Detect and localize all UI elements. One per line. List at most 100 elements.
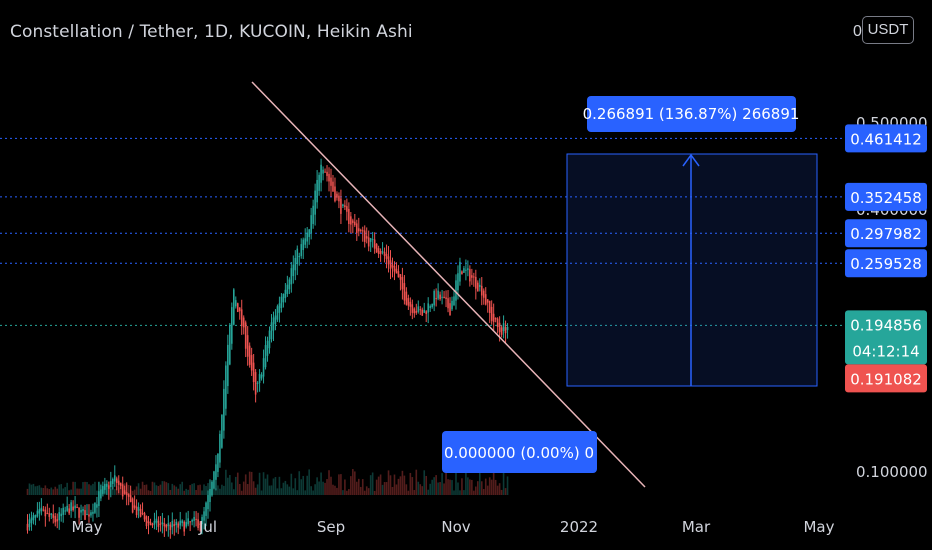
- candle-body: [294, 257, 297, 271]
- trendline[interactable]: [251, 81, 646, 488]
- candle-body: [425, 311, 428, 315]
- volume-bar: [338, 474, 340, 495]
- volume-bar: [223, 485, 225, 495]
- candle-body: [304, 238, 307, 245]
- volume-bar: [367, 488, 370, 495]
- volume-bar: [219, 488, 221, 495]
- candle-body: [54, 516, 57, 523]
- candle-body: [236, 303, 239, 313]
- candle-body: [433, 290, 435, 306]
- volume-bar: [135, 486, 138, 495]
- volume-bar: [447, 479, 449, 495]
- volume-bar: [445, 472, 447, 495]
- candle-body: [393, 265, 396, 272]
- volume-bar: [272, 478, 275, 495]
- candle-body: [199, 523, 201, 525]
- candle-body: [465, 269, 467, 271]
- candle-body: [121, 484, 124, 497]
- volume-bar: [433, 477, 435, 495]
- candle-body: [108, 485, 110, 489]
- candle-body: [357, 228, 360, 232]
- price-axis[interactable]: 0.500000 0.400000 0.100000: [856, 114, 928, 481]
- volume-bar: [244, 474, 247, 495]
- volume-bar: [316, 477, 318, 495]
- price-tag-level: 0.461412: [845, 124, 927, 153]
- candle-body: [318, 174, 320, 191]
- volume-bar: [153, 482, 156, 495]
- volume-bar: [36, 485, 39, 495]
- candle-body: [197, 519, 199, 528]
- measure-bottom-label-text: 0.000000 (0.00%) 0: [444, 444, 594, 462]
- candle-body: [459, 261, 461, 282]
- price-tag-value: 0.461412: [850, 130, 922, 148]
- volume-bar: [373, 490, 376, 495]
- candle-body: [280, 296, 283, 309]
- volume-bar: [415, 469, 418, 495]
- candle-body: [322, 169, 324, 174]
- candle-body: [115, 478, 118, 483]
- measure-arrow-head: [682, 153, 700, 167]
- volume-bar: [34, 486, 37, 495]
- volume-bar: [225, 469, 227, 495]
- candle-body: [475, 276, 477, 289]
- volume-bar: [141, 481, 144, 495]
- volume-bar: [181, 481, 184, 495]
- volume-bar: [137, 483, 140, 495]
- volume-bar: [254, 487, 257, 495]
- volume-bar: [346, 490, 348, 495]
- volume-bar: [44, 485, 47, 495]
- volume-bar: [231, 482, 233, 495]
- candle-body: [62, 507, 64, 515]
- volume-bar: [191, 483, 193, 495]
- volume-bar: [389, 475, 392, 495]
- candle-body: [407, 298, 410, 306]
- volume-bar: [431, 479, 433, 495]
- candle-body: [443, 296, 445, 299]
- candle-body: [320, 164, 322, 183]
- candle-body: [143, 513, 146, 520]
- candle-body: [229, 324, 231, 365]
- volume-bar: [62, 488, 64, 495]
- currency-selector-button[interactable]: USDT: [862, 16, 914, 44]
- candle-body: [270, 322, 273, 340]
- volume-bar: [365, 486, 368, 495]
- candle-body: [139, 508, 142, 517]
- candle-body: [409, 301, 412, 307]
- volume-bar: [429, 483, 431, 495]
- volume-bar: [455, 472, 457, 495]
- candle-body: [111, 478, 114, 485]
- volume-bar: [145, 484, 148, 495]
- volume-bar: [238, 483, 241, 495]
- candle-body: [437, 290, 439, 299]
- x-tick-label: Mar: [682, 518, 711, 536]
- volume-bar: [332, 484, 334, 495]
- candle-body: [310, 215, 312, 234]
- volume-bar: [30, 484, 33, 495]
- measure-box[interactable]: [566, 153, 818, 387]
- volume-bar: [278, 476, 281, 495]
- volume-bar: [500, 489, 503, 495]
- volume-bar: [407, 490, 410, 495]
- candle-body: [38, 509, 41, 514]
- volume-bar: [342, 490, 344, 495]
- price-tag-last: 0.194856 04:12:14: [845, 310, 927, 365]
- volume-bar: [187, 489, 189, 495]
- candle-body: [453, 296, 455, 306]
- volume-bar: [484, 478, 487, 495]
- volume-bar: [252, 481, 255, 495]
- price-range-measure[interactable]: [566, 153, 818, 387]
- time-axis[interactable]: May Jul Sep Nov 2022 Mar May: [71, 518, 834, 536]
- candle-body: [84, 510, 86, 520]
- candle-body: [421, 309, 424, 316]
- volume-bar: [403, 475, 406, 495]
- x-tick-label: Sep: [317, 518, 345, 536]
- candle-body: [211, 481, 213, 496]
- candle-body: [298, 256, 301, 258]
- candle-body: [40, 507, 43, 512]
- volume-bar: [54, 486, 57, 495]
- volume-bar: [435, 475, 437, 495]
- volume-bar: [185, 488, 187, 495]
- horizontal-levels: [0, 137, 845, 326]
- volume-bar: [302, 475, 305, 495]
